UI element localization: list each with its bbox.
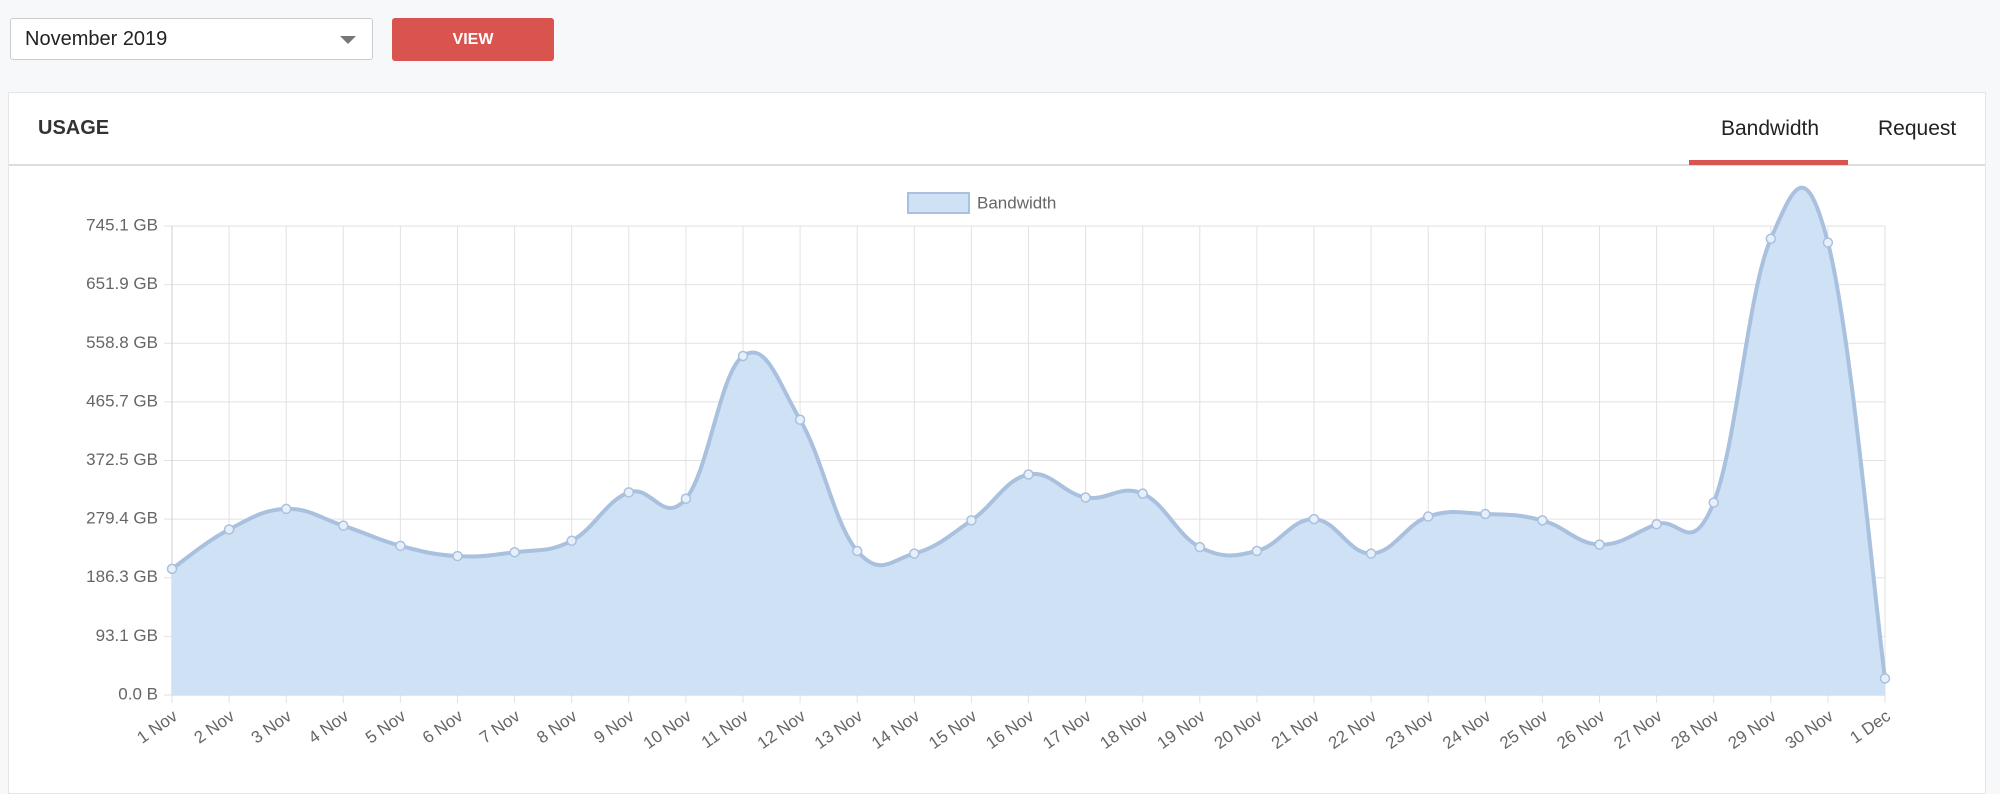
point <box>794 414 806 425</box>
point <box>338 520 349 531</box>
x-tick-label: 15 Nov <box>925 706 980 753</box>
point <box>909 548 920 559</box>
x-tick-label: 7 Nov <box>476 706 524 747</box>
x-tick-label: 24 Nov <box>1439 706 1494 753</box>
x-tick-label: 30 Nov <box>1782 706 1837 753</box>
point <box>1708 497 1719 508</box>
point <box>166 563 178 575</box>
legend-label: Bandwidth <box>977 193 1056 212</box>
x-tick-label: 1 Dec <box>1847 706 1895 747</box>
point <box>1422 511 1434 522</box>
point <box>280 503 292 515</box>
point <box>623 487 635 498</box>
dropdown-arrow <box>340 36 356 44</box>
point <box>1537 515 1548 526</box>
x-tick-label: 16 Nov <box>982 706 1037 753</box>
x-tick-label: 2 Nov <box>191 706 239 747</box>
x-tick-label: 10 Nov <box>640 706 695 753</box>
point <box>1594 539 1605 550</box>
x-tick-label: 20 Nov <box>1211 706 1266 753</box>
x-tick-label: 28 Nov <box>1668 706 1723 753</box>
point <box>1251 545 1263 557</box>
x-tick-label: 12 Nov <box>754 706 809 753</box>
y-tick-label: 279.4 GB <box>86 509 158 528</box>
x-tick-label: 1 Nov <box>134 706 182 747</box>
area <box>172 187 1885 696</box>
x-tick-label: 11 Nov <box>698 706 752 752</box>
x-tick-label: 22 Nov <box>1325 706 1380 753</box>
x-tick-label: 8 Nov <box>533 706 581 747</box>
point <box>1194 541 1206 553</box>
point <box>1879 673 1891 684</box>
x-tick-label: 14 Nov <box>868 706 923 753</box>
chart: 0.0 B 93.1 GB 186.3 GB 279.4 GB 372.5 GB 465.… <box>86 185 1895 753</box>
y-tick-label: 372.5 GB <box>86 450 158 469</box>
x-tick-label: 21 Nov <box>1268 706 1323 753</box>
card-header: USAGE Bandwidth Request <box>9 93 1985 166</box>
point <box>851 545 863 557</box>
month-select[interactable]: November 2019 <box>10 18 373 60</box>
x-tick-label: 6 Nov <box>419 706 467 747</box>
x-tick-label: 18 Nov <box>1097 706 1152 753</box>
point <box>509 546 520 558</box>
y-tick-label: 186.3 GB <box>86 567 158 586</box>
point <box>395 540 406 552</box>
active-tab-underline <box>1689 160 1848 165</box>
point <box>1480 508 1491 520</box>
legend-swatch <box>907 192 970 214</box>
point <box>1308 513 1320 525</box>
x-tick-label: 3 Nov <box>248 706 296 747</box>
x-tick-label: 17 Nov <box>1039 706 1094 753</box>
y-tick-label: 558.8 GB <box>86 333 158 352</box>
y-tick-label: 465.7 GB <box>86 391 158 410</box>
point <box>1023 469 1034 480</box>
y-tick-label: 745.1 GB <box>86 215 158 234</box>
y-tick-label: 0.0 B <box>118 684 158 703</box>
point <box>1822 237 1834 248</box>
card-title: USAGE <box>38 117 110 139</box>
x-tick-label: 26 Nov <box>1553 706 1608 753</box>
point <box>1365 548 1377 559</box>
x-tick-label: 9 Nov <box>590 706 638 747</box>
point <box>1765 233 1777 245</box>
x-tick-label: 19 Nov <box>1154 706 1209 753</box>
point <box>1137 488 1148 499</box>
month-select-text: November 2019 <box>25 28 168 50</box>
point <box>566 535 577 547</box>
page: November 2019 VIEW USAGE Bandwidth Reque… <box>8 18 1986 794</box>
tab[interactable]: Bandwidth <box>1721 117 1820 140</box>
point <box>1651 518 1662 530</box>
x-tick-label: 13 Nov <box>811 706 866 753</box>
tab[interactable]: Request <box>1878 117 1957 140</box>
view-button[interactable]: VIEW <box>392 18 554 61</box>
x-tick-label: 4 Nov <box>305 706 353 747</box>
point <box>966 515 977 526</box>
x-tick-label: 29 Nov <box>1725 706 1780 753</box>
point <box>452 550 463 562</box>
point <box>737 350 749 362</box>
point <box>1080 492 1091 503</box>
x-tick-label: 23 Nov <box>1382 706 1437 753</box>
x-tick-label: 5 Nov <box>362 706 410 747</box>
y-tick-label: 93.1 GB <box>96 626 158 645</box>
x-tick-label: 25 Nov <box>1496 706 1551 753</box>
point <box>223 524 235 535</box>
point <box>680 493 692 504</box>
y-tick-label: 651.9 GB <box>86 274 158 293</box>
x-tick-label: 27 Nov <box>1610 706 1665 753</box>
